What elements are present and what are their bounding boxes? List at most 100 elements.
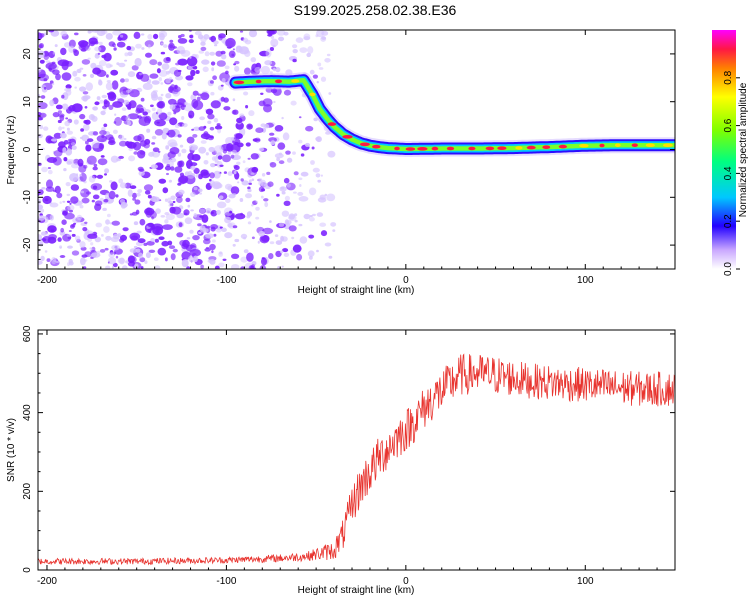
ridge-peak: [431, 146, 439, 151]
noise-speckle: [123, 137, 127, 141]
noise-speckle: [58, 126, 63, 131]
noise-speckle: [195, 173, 199, 178]
noise-speckle: [74, 76, 81, 82]
noise-speckle: [209, 51, 215, 56]
noise-speckle: [67, 204, 75, 211]
noise-speckle: [176, 232, 184, 238]
noise-speckle: [169, 104, 176, 110]
noise-speckle: [218, 251, 224, 257]
noise-speckle: [71, 250, 80, 256]
noise-speckle: [160, 93, 164, 97]
noise-speckle: [84, 106, 88, 109]
noise-speckle: [90, 62, 97, 69]
noise-speckle: [167, 111, 172, 116]
noise-speckle: [164, 165, 172, 171]
snr-series-line: [38, 353, 675, 566]
noise-speckle: [173, 111, 177, 115]
noise-speckle: [146, 240, 155, 246]
noise-speckle: [168, 42, 175, 51]
noise-speckle: [200, 264, 204, 269]
noise-speckle: [294, 213, 298, 217]
ridge-peak: [631, 143, 638, 147]
ridge-peak: [663, 143, 673, 147]
noise-speckle: [324, 193, 328, 197]
noise-speckle: [188, 110, 195, 119]
noise-speckle: [129, 248, 138, 254]
noise-speckle: [47, 169, 53, 175]
noise-speckle: [83, 259, 88, 262]
noise-speckle: [244, 67, 251, 75]
noise-speckle: [102, 207, 107, 211]
noise-speckle: [299, 47, 308, 53]
noise-speckle: [176, 196, 183, 203]
noise-speckle: [255, 216, 260, 220]
noise-speckle: [246, 252, 254, 262]
noise-speckle: [55, 104, 63, 110]
noise-speckle: [66, 160, 72, 165]
noise-speckle: [113, 251, 117, 255]
noise-speckle: [268, 253, 274, 260]
noise-speckle: [186, 237, 191, 240]
noise-speckle: [204, 248, 211, 252]
noise-speckle: [87, 233, 98, 239]
noise-speckle: [236, 161, 241, 165]
ridge-peak: [485, 146, 495, 151]
ridge-peak: [526, 145, 536, 150]
noise-speckle: [248, 182, 252, 185]
noise-speckle: [163, 44, 168, 48]
noise-speckle: [213, 182, 223, 189]
noise-speckle: [247, 221, 252, 225]
noise-speckle: [55, 260, 60, 263]
noise-speckle: [98, 41, 103, 46]
noise-speckle: [152, 89, 158, 93]
noise-speckle: [178, 189, 185, 195]
noise-speckle: [144, 190, 151, 195]
noise-speckle: [248, 179, 252, 184]
noise-speckle: [120, 34, 124, 38]
noise-speckle: [69, 202, 72, 205]
noise-speckle: [71, 145, 77, 150]
noise-speckle: [233, 170, 237, 175]
noise-speckle: [281, 236, 288, 242]
noise-speckle: [92, 166, 98, 171]
noise-speckle: [110, 181, 118, 191]
noise-speckle: [186, 56, 198, 67]
noise-speckle: [38, 260, 43, 265]
noise-speckle: [181, 259, 189, 268]
noise-speckle: [168, 70, 171, 74]
noise-speckle: [190, 165, 196, 170]
noise-speckle: [247, 188, 252, 193]
noise-speckle: [270, 35, 275, 39]
noise-speckle: [207, 135, 214, 141]
y-tick-label: -20: [22, 237, 33, 252]
noise-speckle: [105, 219, 110, 225]
noise-speckle: [260, 92, 264, 96]
noise-speckle: [96, 96, 101, 101]
noise-speckle: [169, 147, 180, 155]
noise-speckle: [65, 89, 72, 96]
noise-speckle: [79, 136, 83, 140]
noise-speckle: [234, 141, 239, 146]
noise-speckle: [45, 135, 53, 144]
noise-speckle: [284, 195, 290, 201]
noise-speckle: [162, 224, 173, 231]
noise-speckle: [303, 36, 311, 41]
noise-speckle: [258, 230, 266, 237]
noise-speckle: [160, 82, 164, 85]
noise-speckle: [168, 179, 172, 183]
noise-speckle: [74, 32, 79, 36]
y-tick-label: 0: [22, 567, 33, 573]
noise-speckle: [252, 138, 259, 142]
noise-speckle: [198, 126, 206, 131]
noise-speckle: [206, 225, 211, 229]
noise-speckle: [85, 140, 89, 145]
noise-speckle: [139, 218, 146, 226]
noise-speckle: [128, 155, 136, 162]
noise-speckle: [274, 125, 284, 132]
noise-speckle: [88, 30, 94, 33]
noise-speckle: [209, 126, 215, 131]
noise-speckle: [66, 193, 71, 197]
noise-speckle: [220, 96, 225, 102]
noise-speckle: [129, 185, 137, 190]
noise-speckle: [113, 47, 117, 51]
